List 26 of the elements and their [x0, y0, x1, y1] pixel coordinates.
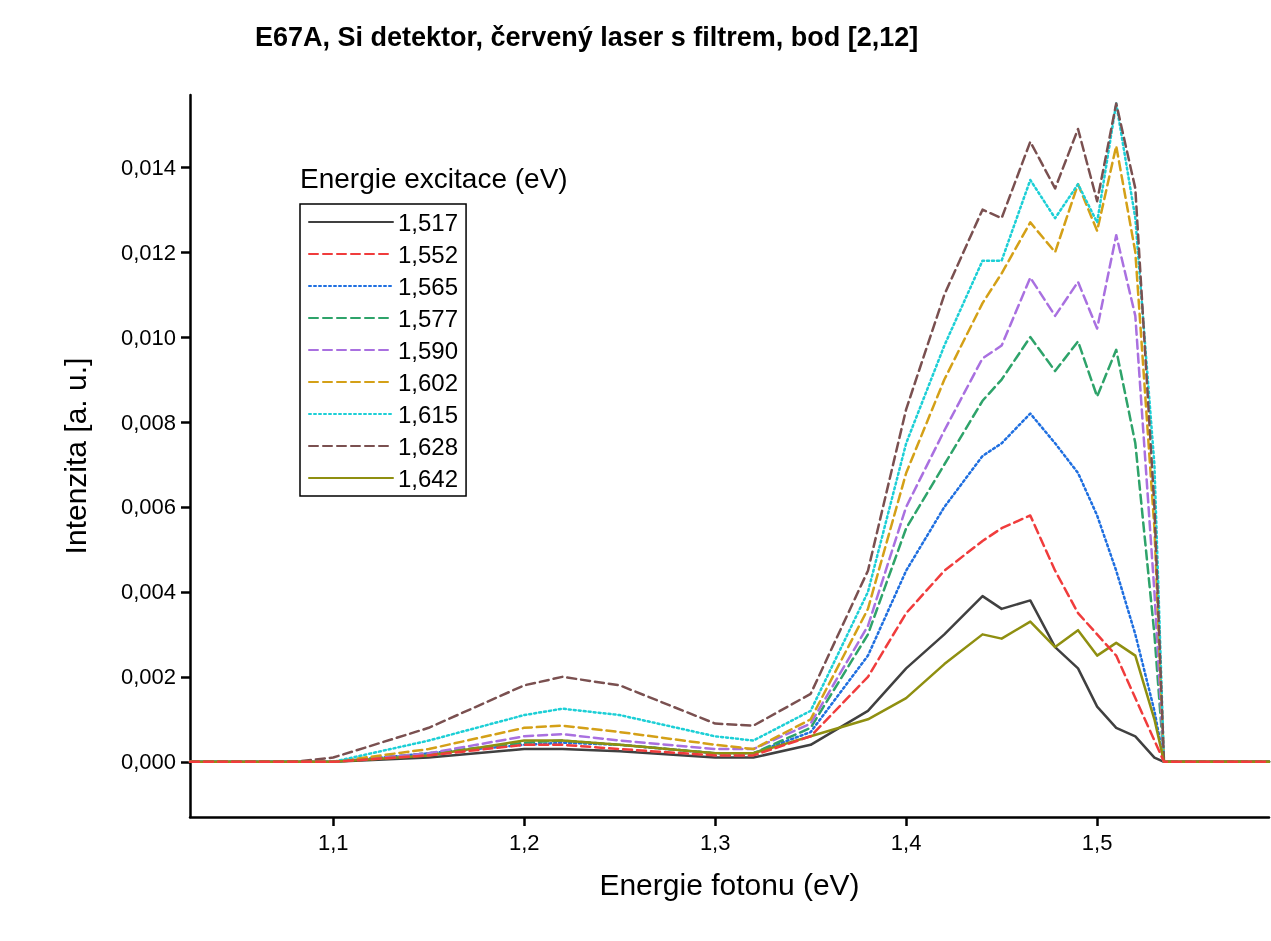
y-tick-label: 0,004: [120, 579, 176, 605]
x-tick-label: 1,1: [317, 829, 349, 855]
x-tick-label: 1,4: [890, 829, 922, 855]
x-axis-title: Energie fotonu (eV): [599, 867, 860, 901]
y-tick-label: 0,010: [120, 324, 176, 350]
legend-label: 1,615: [398, 400, 459, 428]
legend-label: 1,602: [398, 368, 459, 396]
x-tick-label: 1,3: [699, 829, 731, 855]
y-tick-label: 0,012: [120, 239, 176, 265]
legend-label: 1,642: [398, 464, 459, 492]
y-tick-label: 0,000: [120, 749, 176, 775]
legend-label: 1,565: [398, 272, 459, 300]
x-tick-label: 1,2: [508, 829, 540, 855]
y-tick-label: 0,014: [120, 154, 176, 180]
legend-label: 1,628: [398, 432, 459, 460]
legend-label: 1,577: [398, 304, 459, 332]
y-tick-label: 0,008: [120, 409, 176, 435]
legend-label: 1,552: [398, 240, 459, 268]
legend-title: Energie excitace (eV): [300, 162, 568, 194]
y-axis-title: Intenzita [a. u.]: [58, 357, 92, 555]
legend-label: 1,517: [398, 208, 459, 236]
y-tick-label: 0,002: [120, 664, 176, 690]
chart-title: E67A, Si detektor, červený laser s filtrem, bod [2,12]: [255, 21, 919, 52]
x-tick-label: 1,5: [1081, 829, 1113, 855]
legend-label: 1,590: [398, 336, 459, 364]
y-tick-label: 0,006: [120, 494, 176, 520]
